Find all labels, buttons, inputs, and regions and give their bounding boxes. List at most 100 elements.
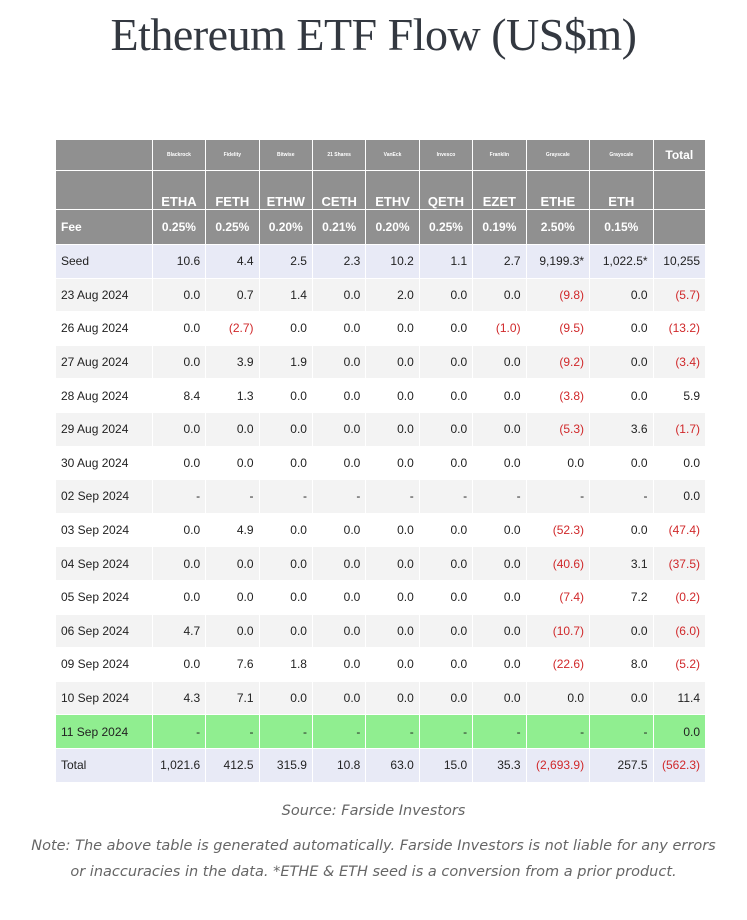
flow-cell: 0.0 [206, 580, 259, 614]
flow-cell: - [590, 715, 653, 748]
flow-cell: 0.0 [312, 513, 366, 547]
flow-cell: 0.0 [473, 379, 526, 412]
flow-cell: 0.0 [473, 446, 526, 480]
total-column-header: Total [653, 140, 705, 170]
row-total: (13.2) [653, 312, 705, 345]
flow-cell: 0.0 [259, 681, 312, 715]
header-blank-cell [56, 140, 152, 170]
row-date: 26 Aug 2024 [56, 312, 152, 345]
issuer-name: Fidelity [206, 140, 259, 170]
etf-flow-table: Blackrock Fidelity Bitwise 21 Shares VanEck I… [55, 139, 706, 783]
flow-cell: 10.2 [366, 245, 419, 278]
flow-cell: (52.3) [526, 513, 590, 547]
flow-cell: 0.0 [312, 547, 366, 580]
row-total: (5.7) [653, 278, 705, 312]
ticker-symbol: FETH [206, 171, 259, 209]
flow-cell: (22.6) [526, 648, 590, 681]
flow-cell: 0.0 [366, 513, 419, 547]
flow-cell: 4.9 [206, 513, 259, 547]
ticker-symbol: QETH [419, 171, 473, 209]
table-row: 09 Sep 2024 0.0 7.6 1.8 0.0 0.0 0.0 0.0 (22.6) 8.… [56, 648, 705, 681]
flow-cell: - [526, 480, 590, 513]
flow-cell: 4.3 [152, 681, 206, 715]
flow-cell: 257.5 [590, 748, 653, 782]
table-row: 02 Sep 2024- - - - - - - - -0.0 [56, 480, 705, 513]
flow-cell: 0.0 [152, 345, 206, 379]
flow-cell: (9.5) [526, 312, 590, 345]
ticker-symbol: ETHW [259, 171, 312, 209]
fee-value: 0.25% [419, 210, 473, 244]
flow-cell: 2.3 [312, 245, 366, 278]
flow-cell: 1.1 [419, 245, 473, 278]
flow-cell: 0.0 [259, 379, 312, 412]
flow-cell: 2.0 [366, 278, 419, 312]
flow-cell: 315.9 [259, 748, 312, 782]
flow-cell: 0.0 [206, 412, 259, 446]
flow-cell: - [312, 480, 366, 513]
flow-cell: 0.0 [526, 446, 590, 480]
flow-cell: 0.0 [312, 345, 366, 379]
page-title: Ethereum ETF Flow (US$m) [110, 9, 637, 60]
flow-cell: (2.7) [206, 312, 259, 345]
flow-cell: 1,022.5* [590, 245, 653, 278]
flow-cell: - [152, 715, 206, 748]
flow-cell: 0.0 [590, 278, 653, 312]
flow-cell: - [259, 715, 312, 748]
flow-cell: 0.0 [419, 614, 473, 648]
flow-cell: 0.0 [419, 648, 473, 681]
flow-cell: (5.3) [526, 412, 590, 446]
flow-cell: (3.8) [526, 379, 590, 412]
flow-cell: 0.0 [473, 614, 526, 648]
flow-cell: 0.0 [590, 345, 653, 379]
row-date: 28 Aug 2024 [56, 379, 152, 412]
flow-cell: 412.5 [206, 748, 259, 782]
flow-cell: 0.0 [152, 278, 206, 312]
flow-cell: 0.0 [473, 278, 526, 312]
flow-cell: 0.0 [366, 614, 419, 648]
table-row: 26 Aug 2024 0.0 (2.7) 0.0 0.0 0.0 0.0 (1.0) (9.5… [56, 312, 705, 345]
issuer-name: Blackrock [152, 140, 206, 170]
flow-cell: 0.0 [366, 446, 419, 480]
ticker-symbol: ETHA [152, 171, 206, 209]
flow-cell: - [419, 715, 473, 748]
flow-cell: 3.9 [206, 345, 259, 379]
flow-cell: 0.0 [419, 547, 473, 580]
ticker-symbol: EZET [473, 171, 526, 209]
flow-cell: 0.0 [473, 513, 526, 547]
flow-cell: - [419, 480, 473, 513]
flow-cell: 0.0 [473, 681, 526, 715]
table-row: 06 Sep 2024 4.7 0.0 0.0 0.0 0.0 0.0 0.0 (10.7) 0.… [56, 614, 705, 648]
flow-cell: 0.0 [152, 446, 206, 480]
flow-cell: (2,693.9) [526, 748, 590, 782]
table-row: 05 Sep 2024 0.0 0.0 0.0 0.0 0.0 0.0 0.0 (7.4) 7.2… [56, 580, 705, 614]
flow-cell: - [526, 715, 590, 748]
ticker-header-row: ETHA FETH ETHW CETH ETHV QETH EZET ETHE ETH [56, 171, 705, 209]
flow-cell: 0.0 [312, 312, 366, 345]
flow-cell: 0.0 [152, 648, 206, 681]
flow-cell: 0.0 [419, 681, 473, 715]
flow-cell: (1.0) [473, 312, 526, 345]
fee-value: 0.20% [366, 210, 419, 244]
flow-cell: 9,199.3* [526, 245, 590, 278]
issuer-name: Grayscale [526, 140, 590, 170]
row-date: 27 Aug 2024 [56, 345, 152, 379]
flow-cell: 0.0 [473, 412, 526, 446]
table-row: 29 Aug 2024 0.0 0.0 0.0 0.0 0.0 0.0 0.0 (5.3) 3.6… [56, 412, 705, 446]
row-date: 11 Sep 2024 [56, 715, 152, 748]
flow-cell: 0.0 [259, 446, 312, 480]
row-date: 04 Sep 2024 [56, 547, 152, 580]
flow-cell: 0.0 [590, 681, 653, 715]
fee-label: Fee [56, 210, 152, 244]
flow-cell: 0.0 [206, 614, 259, 648]
flow-cell: 0.0 [590, 614, 653, 648]
flow-cell: 2.5 [259, 245, 312, 278]
row-date: 30 Aug 2024 [56, 446, 152, 480]
header-blank-cell [56, 171, 152, 209]
flow-cell: 0.0 [473, 580, 526, 614]
row-total: 5.9 [653, 379, 705, 412]
flow-cell: 1,021.6 [152, 748, 206, 782]
row-date: 29 Aug 2024 [56, 412, 152, 446]
flow-cell: 0.0 [312, 648, 366, 681]
seed-row: Seed 10.6 4.4 2.5 2.3 10.2 1.1 2.7 9,199.3* 1,022… [56, 245, 705, 278]
table-row: 28 Aug 2024 8.4 1.3 0.0 0.0 0.0 0.0 0.0 (3.8) 0.0… [56, 379, 705, 412]
